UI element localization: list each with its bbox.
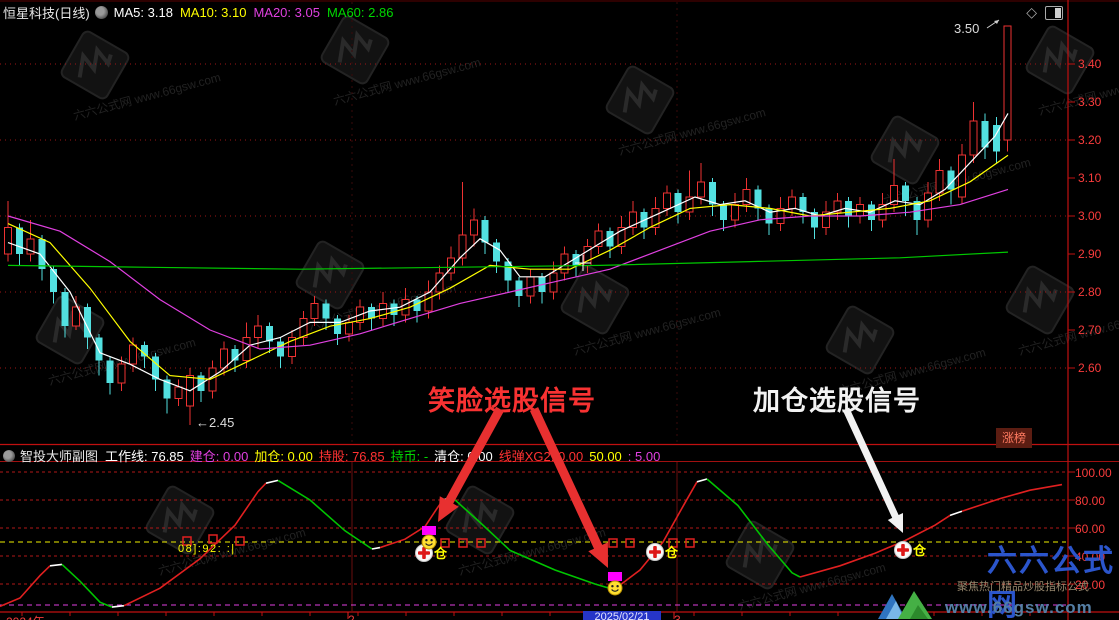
ma-values-row: MA5: 3.18 MA10: 3.10 MA20: 3.05 MA60: 2.86 bbox=[114, 5, 401, 20]
main-chart-header: 恒星科技(日线) MA5: 3.18 MA10: 3.10 MA20: 3.05 MA… bbox=[3, 3, 400, 22]
smiley-signal-icon bbox=[607, 572, 623, 596]
workline-segment bbox=[799, 514, 951, 578]
indicator-badge-icon[interactable] bbox=[94, 6, 108, 19]
time-axis-label: 3 bbox=[674, 613, 681, 620]
time-axis-label: 2 bbox=[348, 613, 355, 620]
diamond-icon[interactable]: ◇ bbox=[1026, 4, 1037, 20]
signal-square bbox=[668, 538, 678, 548]
price-axis-label: 2.80 bbox=[1078, 285, 1102, 299]
add-position-annotation: 加仓选股信号 bbox=[753, 386, 921, 416]
svg-text:仓: 仓 bbox=[664, 545, 679, 560]
price-axis-label: 2.90 bbox=[1078, 247, 1102, 261]
annotation-arrow bbox=[842, 407, 903, 533]
sub-chart-header: 智投大师副图 工作线: 76.85 建仓: 0.00 加仓: 0.00 持股: 76.… bbox=[2, 446, 666, 465]
smile-signal-annotation: 笑脸选股信号 bbox=[428, 386, 596, 416]
rank-tab[interactable]: 涨榜 bbox=[996, 428, 1033, 448]
signal-square bbox=[182, 536, 192, 546]
ma-value: MA20: 3.05 bbox=[253, 5, 320, 20]
sub-indicator-value: : 5.00 bbox=[627, 449, 661, 464]
workline-segment bbox=[696, 478, 708, 483]
sub-axis-label: 20.00 bbox=[1075, 578, 1106, 592]
workline-segment bbox=[371, 546, 381, 550]
price-axis-label: 2.60 bbox=[1078, 361, 1102, 375]
split-window-icon[interactable] bbox=[1045, 5, 1063, 20]
price-axis-label: 3.00 bbox=[1078, 209, 1102, 223]
site-tagline: 聚焦热门精品炒股指标公式 bbox=[957, 581, 1089, 593]
price-axis-label: 3.40 bbox=[1078, 57, 1102, 71]
sub-axis-label: 80.00 bbox=[1075, 494, 1106, 508]
workline-segment bbox=[49, 563, 63, 567]
site-url: www.66gsw.com bbox=[945, 598, 1093, 617]
ma-line-ma10 bbox=[7, 154, 1009, 381]
site-logo bbox=[878, 591, 932, 619]
workline-segment bbox=[0, 565, 51, 608]
signal-square bbox=[235, 536, 245, 546]
high-price-label: 3.50 bbox=[954, 21, 980, 36]
sub-indicator-values: 工作线: 76.85 建仓: 0.00 加仓: 0.00 持股: 76.85 持币: -… bbox=[105, 446, 666, 465]
sub-axis-label: 60.00 bbox=[1075, 522, 1106, 536]
price-axis-label: 3.10 bbox=[1078, 171, 1102, 185]
sub-indicator-title: 智投大师副图 bbox=[20, 449, 99, 464]
signal-square bbox=[685, 538, 695, 548]
sub-indicator-badge-icon[interactable] bbox=[3, 449, 15, 462]
ma-value: MA10: 3.10 bbox=[179, 5, 247, 20]
signal-square bbox=[208, 534, 218, 544]
signal-square bbox=[476, 538, 486, 548]
ma-line-ma60 bbox=[7, 251, 1009, 270]
workline-segment bbox=[265, 479, 279, 484]
workline-segment bbox=[613, 481, 698, 591]
add-position-marker: 仓 bbox=[646, 543, 679, 561]
overlapped-signal-text: 08]:92: :| bbox=[178, 543, 236, 555]
cursor-date-box: 2025/02/21 bbox=[583, 611, 661, 620]
svg-text:仓: 仓 bbox=[433, 546, 448, 561]
price-axis-label: 3.30 bbox=[1078, 95, 1102, 109]
low-price-label: ←2.45 bbox=[196, 415, 235, 430]
signal-square bbox=[440, 538, 450, 548]
ma-line-ma20 bbox=[7, 188, 1009, 350]
sub-indicator-value: 建仓: 0.00 bbox=[189, 449, 249, 464]
workline-segment bbox=[61, 563, 113, 608]
sub-indicator-value: 50.00 bbox=[589, 449, 622, 464]
sub-indicator-value: 加仓: 0.00 bbox=[254, 449, 313, 464]
signal-square bbox=[608, 538, 618, 548]
time-axis-label: 2024年 bbox=[6, 613, 45, 620]
signal-square bbox=[458, 538, 468, 548]
workline-segment bbox=[277, 479, 373, 550]
smiley-signal-icon bbox=[421, 526, 437, 550]
annotation-arrow bbox=[438, 406, 504, 522]
svg-text:仓: 仓 bbox=[912, 543, 927, 558]
corner-icons: ◇ bbox=[1026, 4, 1063, 21]
sub-axis-label: 100.00 bbox=[1075, 466, 1112, 480]
price-axis-label: 2.70 bbox=[1078, 323, 1102, 337]
workline-segment bbox=[961, 483, 1063, 512]
workline-segment bbox=[111, 604, 125, 608]
sub-indicator-value: 工作线: 76.85 bbox=[105, 449, 184, 464]
site-name-watermark: 六六公式网 bbox=[987, 545, 1115, 620]
sub-axis-label: 40.00 bbox=[1075, 550, 1106, 564]
workline-segment bbox=[451, 496, 615, 591]
workline-segment bbox=[949, 510, 963, 517]
add-position-marker: 仓 bbox=[894, 541, 927, 559]
sub-indicator-value: 持股: 76.85 bbox=[318, 449, 385, 464]
ma-value: MA60: 2.86 bbox=[326, 5, 394, 20]
price-axis-label: 3.20 bbox=[1078, 133, 1102, 147]
stock-title: 恒星科技(日线) bbox=[3, 6, 90, 21]
signal-square bbox=[625, 538, 635, 548]
annotation-arrow bbox=[529, 407, 608, 568]
workline-segment bbox=[706, 478, 801, 578]
sub-indicator-value: 持币: - bbox=[390, 449, 429, 464]
ma-value: MA5: 3.18 bbox=[113, 5, 173, 20]
